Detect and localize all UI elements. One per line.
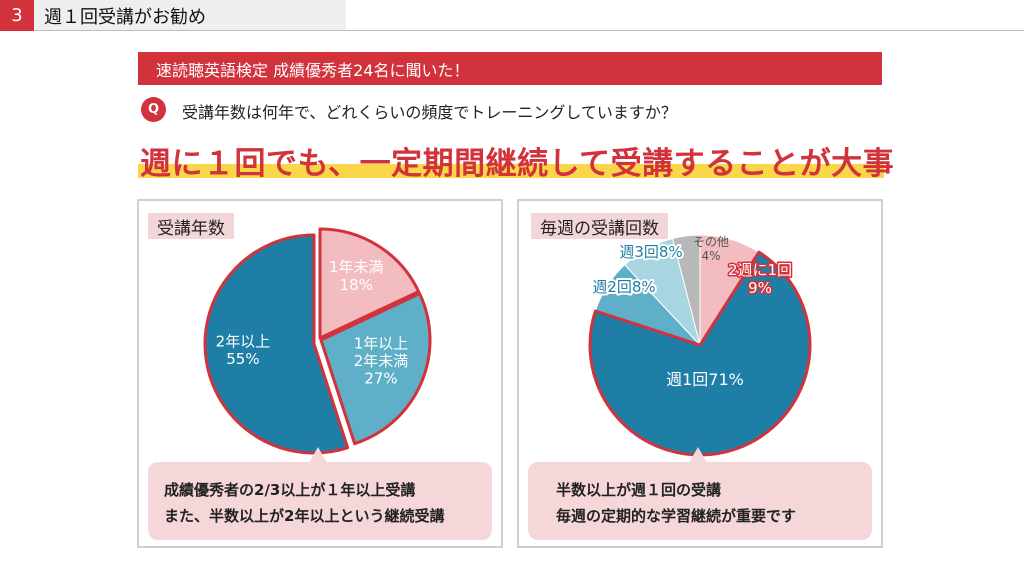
headline-highlight bbox=[138, 164, 884, 178]
years-callout-line-2: また、半数以上が2年以上という継続受講 bbox=[164, 507, 445, 525]
slide-title-background bbox=[34, 0, 346, 31]
freq-slice-three-weekly-label: 週3回8% bbox=[619, 243, 682, 261]
freq-slice-other bbox=[672, 234, 701, 346]
freq-slice-once-weekly-label: 週1回71% bbox=[666, 370, 744, 389]
frequency-callout-line-1: 半数以上が週１回の受講 bbox=[556, 481, 722, 499]
question-badge: Q bbox=[141, 97, 166, 122]
years-callout: 成績優秀者の2/3以上が１年以上受講 また、半数以上が2年以上という継続受講 bbox=[148, 462, 492, 540]
years-slice-over-2-years bbox=[203, 233, 350, 455]
years-slice-under-1-year-label: 1年未満 18% bbox=[329, 258, 384, 294]
freq-slice-twice-weekly-label: 週2回8% bbox=[592, 278, 655, 296]
headline: 週に１回でも、一定期間継続して受講することが大事 bbox=[140, 146, 895, 182]
slide-number: 3 bbox=[0, 0, 34, 31]
survey-banner: 速読聴英語検定 成績優秀者24名に聞いた！ bbox=[138, 52, 882, 85]
freq-slice-biweekly-label: 2週に1回 9% bbox=[728, 261, 792, 297]
header-divider bbox=[34, 30, 1024, 31]
frequency-pie bbox=[588, 234, 812, 457]
years-chart-title: 受講年数 bbox=[148, 213, 234, 239]
slide-header: 3 週１回受講がお勧め bbox=[0, 0, 1024, 31]
question-text: 受講年数は何年で、どれくらいの頻度でトレーニングしていますか？ bbox=[182, 103, 677, 122]
frequency-chart-title: 毎週の受講回数 bbox=[531, 213, 668, 239]
freq-slice-once-weekly bbox=[588, 250, 812, 457]
years-callout-pointer bbox=[309, 447, 327, 463]
survey-banner-text: 速読聴英語検定 成績優秀者24名に聞いた！ bbox=[156, 60, 470, 80]
years-slice-1-to-2-years-label: 1年以上 2年未満 27% bbox=[354, 334, 409, 387]
freq-slice-other-label: その他 4% bbox=[693, 235, 729, 263]
years-slice-1-to-2-years bbox=[319, 292, 432, 446]
years-slice-over-2-years-label: 2年以上 55% bbox=[216, 332, 271, 368]
frequency-callout-line-2: 毎週の定期的な学習継続が重要です bbox=[556, 507, 797, 525]
frequency-callout-pointer bbox=[689, 447, 707, 463]
years-slice-under-1-year bbox=[318, 227, 421, 340]
slide-title: 週１回受講がお勧め bbox=[44, 7, 206, 28]
years-callout-line-1: 成績優秀者の2/3以上が１年以上受講 bbox=[164, 481, 416, 499]
years-pie bbox=[203, 227, 432, 455]
frequency-callout: 半数以上が週１回の受講 毎週の定期的な学習継続が重要です bbox=[528, 462, 872, 540]
